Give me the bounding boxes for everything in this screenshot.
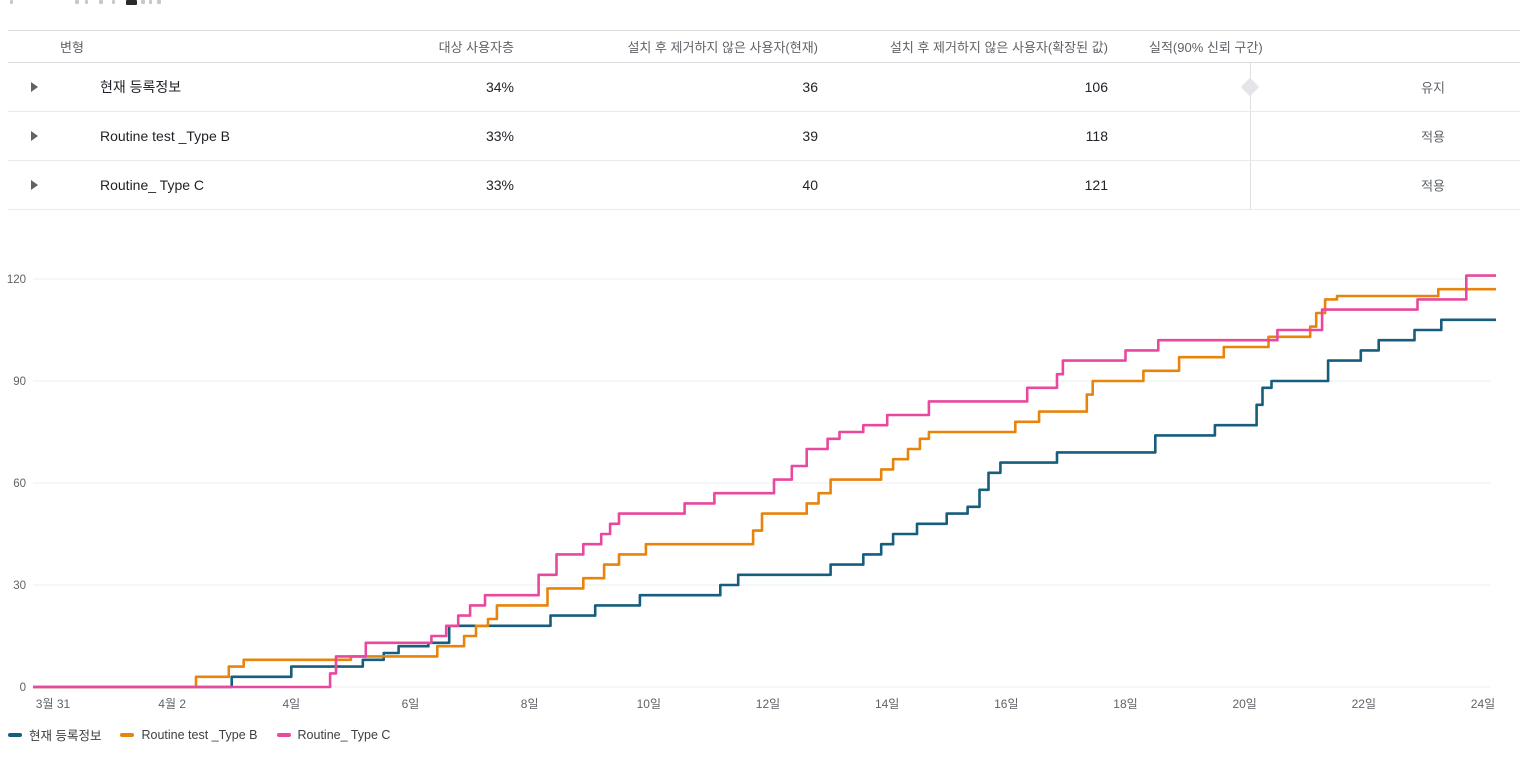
users-over-time-chart: 0 30 60 90 120 3월 31 4월 2 4일 6일 8일 10일 12일 14일 16일 18일…	[0, 250, 1528, 720]
col-header-expanded-users: 설치 후 제거하지 않은 사용자(확장된 값)	[889, 40, 1108, 55]
x-axis-tick-label: 24일	[1471, 697, 1495, 711]
table-row-baseline[interactable]: 현재 등록정보 34% 36 106 유지	[8, 63, 1520, 112]
performance-cell: 유지	[1114, 63, 1520, 111]
audience-value: 34%	[485, 79, 514, 95]
variant-name: Routine_ Type C	[100, 177, 205, 193]
current-users-value: 39	[802, 128, 818, 144]
x-axis-tick-label: 10일	[637, 697, 661, 711]
col-header-current-users: 설치 후 제거하지 않은 사용자(현재)	[627, 40, 818, 55]
baseline-series-swatch	[8, 732, 22, 737]
x-axis-tick-label: 12일	[756, 697, 780, 711]
y-axis-tick-label: 90	[13, 376, 26, 388]
step-line-chart: 0 30 60 90 120 3월 31 4월 2 4일 6일 8일 10일 12일 14일 16일 18일…	[7, 274, 1496, 711]
col-header-audience: 대상 사용자층	[438, 40, 514, 55]
x-axis-tick-label: 3월 31	[36, 697, 71, 711]
table-header-row: 변형 대상 사용자층 설치 후 제거하지 않은 사용자(현재) 설치 후 제거하…	[8, 30, 1520, 63]
expanded-users-value: 118	[1085, 128, 1108, 144]
x-axis-tick-label: 18일	[1113, 697, 1137, 711]
performance-cell: 적용	[1114, 112, 1520, 160]
current-users-value: 36	[802, 79, 818, 95]
current-users-value: 40	[802, 177, 818, 193]
variant-name: 현재 등록정보	[100, 79, 182, 95]
clipped-title-fragment	[99, 0, 103, 4]
legend-label: Routine_ Type C	[297, 727, 391, 742]
legend-item-variant-c: Routine_ Type C	[276, 727, 391, 742]
x-axis-tick-label: 14일	[875, 697, 899, 711]
clipped-title-fragment	[157, 0, 161, 4]
status-label: 적용	[1421, 178, 1445, 194]
legend-item-baseline: 현재 등록정보	[8, 725, 101, 744]
clipped-title-fragment	[112, 0, 115, 4]
ci-zero-axis	[1250, 161, 1251, 209]
x-axis-tick-label: 8일	[521, 697, 539, 711]
expand-cell	[8, 131, 60, 141]
expand-arrow-icon[interactable]	[30, 82, 38, 92]
series-line	[33, 318, 1496, 689]
chart-legend: 현재 등록정보 Routine test _Type B Routine_ Ty…	[8, 725, 390, 744]
series-line	[33, 287, 1496, 689]
legend-label: 현재 등록정보	[29, 729, 102, 743]
col-header-variant: 변형	[60, 40, 84, 55]
expanded-users-value: 121	[1084, 177, 1108, 193]
x-axis-tick-label: 22일	[1352, 697, 1376, 711]
x-axis-tick-label: 6일	[402, 697, 420, 711]
y-axis-tick-label: 30	[13, 580, 26, 592]
variant-c-series-swatch	[276, 732, 291, 737]
performance-cell: 적용	[1114, 161, 1520, 209]
x-axis-tick-label: 4일	[282, 697, 300, 711]
table-row-variant-c[interactable]: Routine_ Type C 33% 40 121 적용	[8, 161, 1520, 210]
clipped-title-fragment	[75, 0, 79, 4]
legend-label: Routine test _Type B	[141, 727, 258, 742]
expand-cell	[8, 82, 60, 92]
variant-name: Routine test _Type B	[100, 128, 230, 144]
clipped-title-fragment	[85, 0, 88, 4]
y-axis-tick-label: 120	[7, 274, 26, 286]
x-axis-tick-label: 20일	[1232, 697, 1256, 711]
legend-item-variant-b: Routine test _Type B	[120, 727, 258, 742]
variant-b-series-swatch	[120, 732, 135, 737]
expand-cell	[8, 180, 60, 190]
ci-zero-axis	[1250, 112, 1251, 160]
y-axis-tick-label: 60	[13, 478, 26, 490]
clipped-title-fragment	[149, 0, 152, 4]
clipped-title-fragment	[141, 0, 145, 4]
baseline-diamond-marker	[1240, 77, 1260, 97]
y-axis-tick-label: 0	[20, 682, 26, 694]
table-row-variant-b[interactable]: Routine test _Type B 33% 39 118 적용	[8, 112, 1520, 161]
variant-results-table: 변형 대상 사용자층 설치 후 제거하지 않은 사용자(현재) 설치 후 제거하…	[8, 30, 1520, 210]
clipped-title-fragment	[10, 0, 13, 4]
audience-value: 33%	[485, 128, 514, 144]
expanded-users-value: 106	[1084, 79, 1108, 95]
audience-value: 33%	[485, 177, 514, 193]
x-axis-tick-label: 16일	[994, 697, 1018, 711]
expand-arrow-icon[interactable]	[30, 180, 38, 190]
expand-arrow-icon[interactable]	[30, 131, 38, 141]
series-line	[33, 274, 1496, 689]
col-header-performance: 실적(90% 신뢰 구간)	[1149, 40, 1263, 55]
clipped-title-fragment	[126, 0, 137, 5]
x-axis-tick-label: 4월 2	[158, 697, 186, 711]
status-label: 적용	[1421, 129, 1445, 145]
status-label: 유지	[1421, 80, 1445, 96]
